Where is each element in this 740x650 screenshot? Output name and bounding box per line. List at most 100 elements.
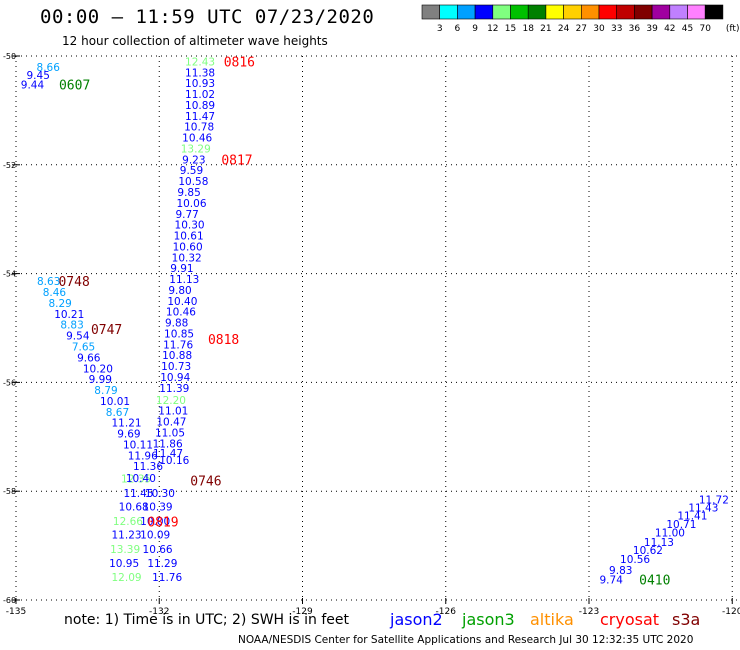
x-tick-label: -120 <box>722 607 740 617</box>
swh-value: 11.05 <box>155 427 185 439</box>
swh-value: 12.35 <box>121 474 151 486</box>
legend-swatch <box>704 4 724 20</box>
swh-value: 10.21 <box>54 309 84 321</box>
swh-value: 11.45 <box>123 488 153 500</box>
legend-bin-label: 24 <box>558 24 570 34</box>
swh-value: 10.68 <box>119 501 149 513</box>
swh-value: 8.83 <box>60 320 83 332</box>
swh-value: 10.61 <box>174 231 204 243</box>
swh-value: 10.09 <box>140 530 170 542</box>
pass-time-label: 0607 <box>59 78 90 93</box>
swh-value: 10.71 <box>666 519 696 531</box>
x-tick-label: -126 <box>436 607 457 617</box>
swh-value: 9.88 <box>165 318 188 330</box>
swh-value: 10.30 <box>175 220 205 232</box>
swh-value: 11.72 <box>699 494 729 506</box>
swh-value: 10.89 <box>185 100 215 112</box>
y-tick-label: -56 <box>3 378 16 387</box>
legend-bin-label: 3 <box>437 24 443 34</box>
swh-value: 12.09 <box>112 572 142 584</box>
swh-value: 10.40 <box>126 473 156 485</box>
legend-unit: (ft) <box>726 24 740 34</box>
swh-value: 10.78 <box>184 122 214 134</box>
swh-value: 12.66 <box>113 516 143 528</box>
swh-value: 12.20 <box>156 395 186 407</box>
satellite-jason2: jason2 <box>390 610 443 629</box>
legend-bin-label: 15 <box>505 24 516 34</box>
swh-value: 10.85 <box>164 328 194 340</box>
swh-value: 11.13 <box>644 537 674 549</box>
swh-value: 11.86 <box>153 438 183 450</box>
x-tick-label: -132 <box>149 607 169 617</box>
pass-time-label: 0817 <box>221 153 252 168</box>
legend-bin-label: 21 <box>540 24 551 34</box>
swh-value: 9.69 <box>117 429 140 441</box>
footnote: note: 1) Time is in UTC; 2) SWH is in fe… <box>64 612 350 628</box>
swh-value: 9.77 <box>175 209 198 221</box>
pass-time-label: 0410 <box>639 573 670 588</box>
swh-value: 10.00 <box>140 516 170 528</box>
swh-value: 11.01 <box>158 406 188 418</box>
swh-value: 10.40 <box>167 296 197 308</box>
x-tick-label: -123 <box>579 607 599 617</box>
swh-value: 11.23 <box>112 530 142 542</box>
swh-value: 8.29 <box>48 298 71 310</box>
swh-value: 11.41 <box>677 511 707 523</box>
swh-value: 9.83 <box>609 565 632 577</box>
swh-value: 9.85 <box>177 187 200 199</box>
swh-value: 10.66 <box>143 544 173 556</box>
swh-value: 10.93 <box>185 78 215 90</box>
swh-value: 8.66 <box>37 62 61 74</box>
swh-value: 11.39 <box>159 383 189 395</box>
legend-bin-label: 18 <box>522 24 534 34</box>
swh-value: 9.59 <box>180 165 203 177</box>
swh-value: 10.30 <box>145 488 175 500</box>
swh-value: 8.67 <box>106 407 129 419</box>
legend-bin-label: 70 <box>699 24 711 34</box>
swh-value: 11.76 <box>163 339 193 351</box>
legend-bin-label: 6 <box>455 24 461 34</box>
y-tick-label: -60 <box>3 596 16 605</box>
swh-value: 10.11 <box>123 439 153 451</box>
swh-value: 11.96 <box>128 450 158 462</box>
y-tick-label: -54 <box>3 270 16 279</box>
legend-bin-label: 33 <box>611 24 622 34</box>
swh-value: 9.80 <box>168 285 191 297</box>
color-legend: 3 6 9 12 15 18 21 24 27 30 33 36 39 42 45 70 (ft) <box>421 4 740 34</box>
y-tick-label: -50 <box>3 52 16 61</box>
swh-value: 8.46 <box>43 287 67 299</box>
swh-value: 10.56 <box>620 554 650 566</box>
swh-value: 9.45 <box>27 70 50 82</box>
swh-value: 11.47 <box>153 448 183 460</box>
satellite-cryosat: cryosat <box>600 610 660 629</box>
legend-bin-label: 27 <box>576 24 587 34</box>
chart-subtitle: 12 hour collection of altimeter wave hei… <box>62 34 328 48</box>
swh-value: 10.95 <box>109 558 139 570</box>
swh-value: 11.29 <box>147 558 177 570</box>
legend-bin-label: 42 <box>664 24 675 34</box>
swh-value: 12.43 <box>185 56 215 68</box>
pass-time-label: 0747 <box>91 323 122 338</box>
chart-title: 00:00 – 11:59 UTC 07/23/2020 <box>40 6 375 28</box>
pass-time-label: 0746 <box>190 474 221 489</box>
y-tick-label: -58 <box>3 487 16 496</box>
swh-value: 11.02 <box>185 89 215 101</box>
swh-value: 10.47 <box>156 417 186 429</box>
swh-value: 9.66 <box>77 352 101 364</box>
swh-value: 10.46 <box>182 133 212 145</box>
swh-value: 10.60 <box>173 241 203 253</box>
swh-value: 10.58 <box>178 176 208 188</box>
x-tick-label: -135 <box>6 607 26 617</box>
swh-value: 13.39 <box>110 544 140 556</box>
y-tick-label: -52 <box>3 161 16 170</box>
swh-value: 10.73 <box>161 361 191 373</box>
swh-value: 8.63 <box>37 276 60 288</box>
swh-value: 13.29 <box>181 143 211 155</box>
swh-value: 11.36 <box>133 461 163 473</box>
swh-value: 10.20 <box>83 363 113 375</box>
pass-time-label: 0818 <box>208 333 239 348</box>
swh-value: 10.46 <box>166 307 196 319</box>
satellite-altika: altika <box>530 610 574 629</box>
